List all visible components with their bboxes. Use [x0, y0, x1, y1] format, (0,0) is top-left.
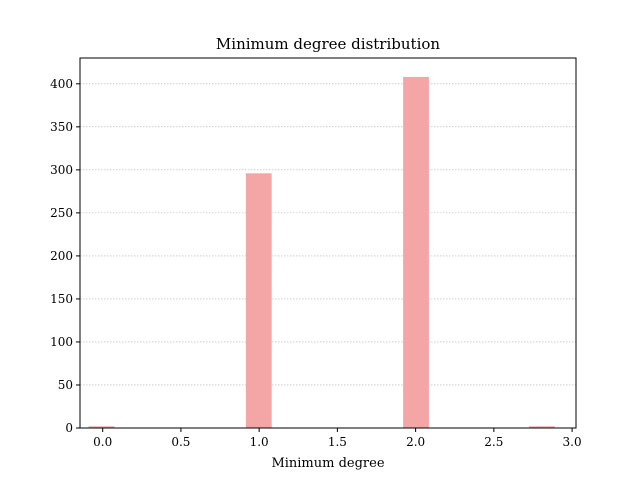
x-tick-label: 3.0 [563, 435, 582, 449]
y-tick-label: 150 [50, 292, 73, 306]
x-axis-label: Minimum degree [271, 456, 384, 471]
x-tick-label: 0.0 [93, 435, 112, 449]
y-tick-label: 200 [50, 249, 73, 263]
bar [245, 173, 272, 428]
bar [88, 426, 115, 428]
y-tick-label: 300 [50, 163, 73, 177]
y-tick-label: 100 [50, 335, 73, 349]
y-tick-label: 350 [50, 120, 73, 134]
x-tick-label: 1.0 [250, 435, 269, 449]
grid-lines [80, 83, 576, 429]
y-tick-label: 0 [65, 421, 73, 435]
plot-frame [79, 57, 577, 429]
x-axis-ticks: 0.0 0.5 1.0 1.5 2.0 2.5 3.0 [93, 428, 582, 449]
bar [403, 76, 429, 428]
x-tick-label: 2.0 [406, 435, 425, 449]
chart-title: Minimum degree distribution [216, 35, 440, 53]
x-tick-label: 0.5 [171, 435, 190, 449]
y-tick-label: 50 [58, 378, 73, 392]
y-tick-label: 250 [50, 206, 73, 220]
y-axis-ticks: 0 50 100 150 200 250 300 350 400 [50, 77, 80, 435]
x-tick-label: 1.5 [328, 435, 347, 449]
bars [88, 76, 555, 428]
bar [529, 426, 555, 428]
y-tick-label: 400 [50, 77, 73, 91]
x-tick-label: 2.5 [484, 435, 503, 449]
